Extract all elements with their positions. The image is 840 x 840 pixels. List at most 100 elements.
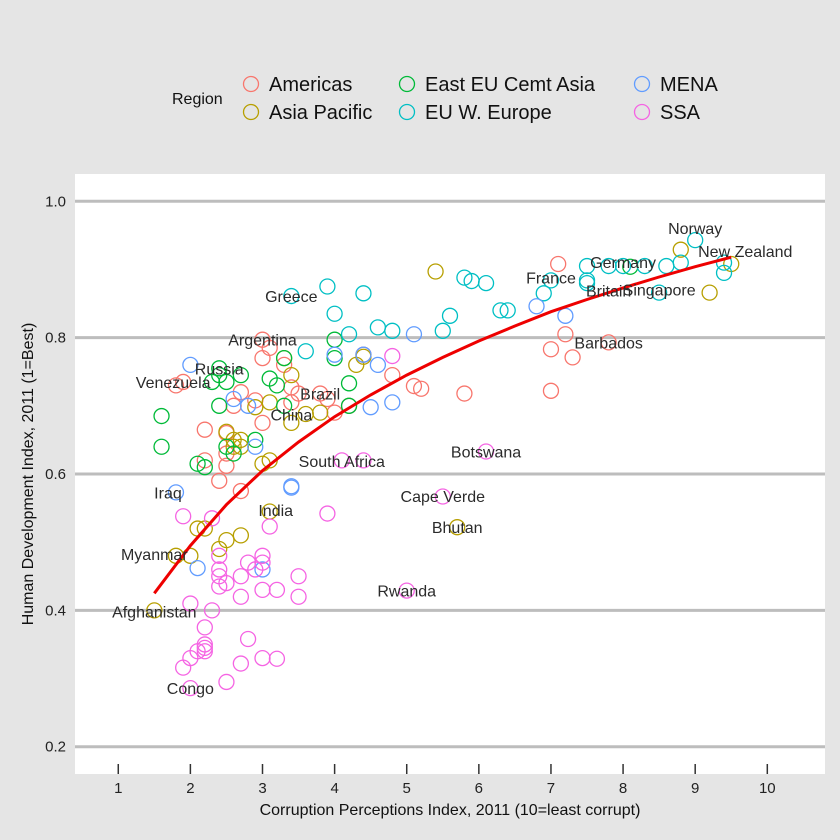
- point-eu-w-europe: [600, 257, 617, 275]
- point-ssa: [232, 588, 250, 605]
- country-label: Bhutan: [432, 520, 483, 537]
- point-east-eu-cemt-asia: [211, 397, 228, 414]
- point-eu-w-europe: [319, 278, 336, 295]
- point-americas: [254, 414, 271, 432]
- data-points: [146, 231, 740, 697]
- point-ssa: [203, 602, 221, 619]
- point-mena: [283, 479, 300, 496]
- point-mena: [239, 397, 257, 414]
- point-ssa: [333, 452, 350, 469]
- x-tick-label: 7: [547, 780, 555, 797]
- y-axis-ticks: 0.2 0.4 0.6 0.8 1.0: [45, 193, 66, 755]
- legend-item: EU W. Europe: [398, 102, 552, 124]
- point-mena: [528, 298, 545, 315]
- country-label: Barbados: [574, 335, 643, 352]
- point-eu-w-europe: [283, 287, 300, 305]
- point-ssa: [232, 655, 250, 672]
- point-eu-w-europe: [499, 302, 516, 319]
- country-label: India: [258, 503, 293, 520]
- point-eu-w-europe: [542, 272, 560, 289]
- point-asia-pacific: [232, 527, 250, 544]
- point-ssa: [196, 643, 213, 660]
- point-americas: [218, 457, 235, 474]
- point-ssa: [290, 588, 307, 605]
- point-mena: [326, 346, 343, 363]
- point-asia-pacific: [146, 602, 163, 619]
- point-ssa: [268, 650, 286, 667]
- country-label: Myanmar: [121, 547, 188, 564]
- legend-label: SSA: [660, 102, 701, 124]
- point-americas: [211, 472, 228, 489]
- country-label: Norway: [668, 221, 722, 238]
- y-tick-label: 0.8: [45, 330, 66, 347]
- point-ssa: [290, 568, 307, 585]
- point-eu-w-europe: [297, 343, 314, 360]
- point-eu-w-europe: [636, 257, 653, 275]
- legend-marker: [242, 75, 260, 93]
- country-label: France: [526, 270, 576, 287]
- x-axis-title: Corruption Perceptions Index, 2011 (10=l…: [260, 802, 641, 819]
- point-mena: [167, 484, 185, 501]
- point-ssa: [203, 510, 221, 527]
- point-eu-w-europe: [441, 307, 459, 324]
- point-ssa: [239, 554, 257, 571]
- point-east-eu-cemt-asia: [203, 373, 221, 391]
- point-eu-w-europe: [340, 326, 358, 343]
- point-asia-pacific: [449, 519, 466, 536]
- point-asia-pacific: [247, 399, 264, 416]
- point-eu-w-europe: [434, 322, 451, 339]
- legend-item: MENA: [633, 74, 718, 96]
- point-east-eu-cemt-asia: [340, 375, 358, 392]
- country-label: Russia: [195, 361, 244, 378]
- point-east-eu-cemt-asia: [153, 407, 170, 425]
- point-asia-pacific: [283, 414, 300, 432]
- point-mena: [355, 346, 372, 363]
- legend-label: Americas: [269, 74, 352, 96]
- point-americas: [283, 394, 300, 411]
- point-ssa: [211, 568, 228, 585]
- x-tick-label: 10: [759, 780, 776, 797]
- x-tick-label: 5: [403, 780, 411, 797]
- point-americas: [542, 382, 560, 399]
- point-mena: [182, 356, 199, 374]
- y-tick-label: 0.6: [45, 466, 66, 483]
- legend-item: East EU Cemt Asia: [398, 74, 596, 96]
- country-label: Botswana: [451, 445, 521, 462]
- x-tick-label: 6: [475, 780, 483, 797]
- x-tick-label: 4: [330, 780, 338, 797]
- legend-label: MENA: [660, 74, 718, 96]
- legend-label: East EU Cemt Asia: [425, 74, 596, 96]
- y-tick-label: 1.0: [45, 193, 66, 210]
- point-americas: [456, 385, 473, 402]
- point-americas: [167, 377, 185, 394]
- point-americas: [564, 349, 581, 366]
- point-eu-w-europe: [578, 257, 596, 275]
- point-ssa: [196, 639, 213, 657]
- x-tick-label: 3: [258, 780, 266, 797]
- legend-label: EU W. Europe: [425, 102, 552, 124]
- country-label: Rwanda: [377, 584, 436, 601]
- point-ssa: [182, 679, 199, 697]
- point-americas: [175, 373, 192, 391]
- point-ssa: [398, 582, 415, 599]
- country-label: China: [270, 408, 312, 425]
- legend-item: Americas: [242, 74, 352, 96]
- point-mena: [247, 438, 264, 455]
- point-east-eu-cemt-asia: [225, 445, 242, 462]
- trend-line: [153, 255, 732, 595]
- country-label: Congo: [167, 681, 214, 698]
- point-ssa: [239, 630, 257, 648]
- point-east-eu-cemt-asia: [189, 455, 206, 472]
- country-label: Iraq: [154, 485, 182, 502]
- y-tick-label: 0.2: [45, 739, 66, 756]
- country-label: Britain: [586, 284, 631, 301]
- point-americas: [550, 255, 567, 273]
- legend-title: Region: [172, 91, 223, 108]
- point-mena: [405, 326, 423, 343]
- point-ssa: [261, 518, 278, 535]
- point-americas: [600, 334, 617, 351]
- point-ssa: [175, 659, 192, 676]
- point-americas: [261, 339, 278, 357]
- country-label: Greece: [265, 289, 318, 306]
- x-tick-label: 8: [619, 780, 627, 797]
